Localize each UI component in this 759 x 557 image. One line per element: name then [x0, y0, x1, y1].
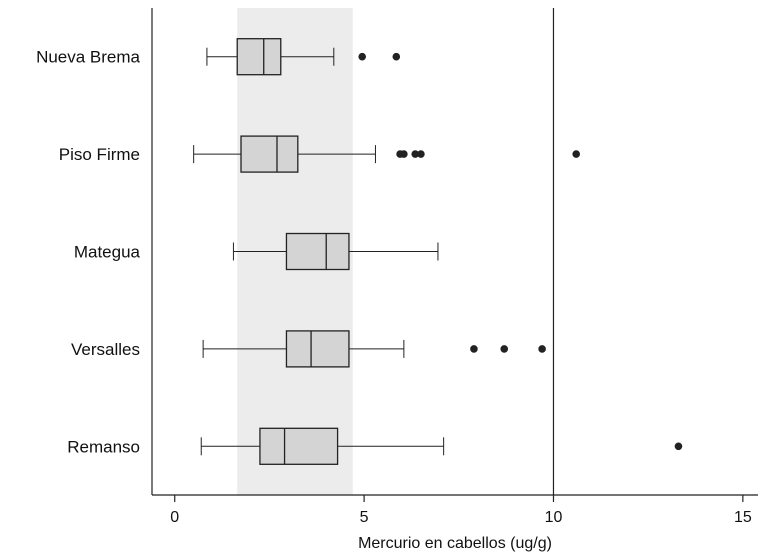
outlier-point: [400, 150, 408, 158]
outlier-point: [358, 52, 367, 61]
outlier-point: [674, 442, 683, 451]
outlier-point: [417, 150, 425, 158]
x-tick-label: 0: [170, 509, 179, 526]
iqr-box: [285, 232, 350, 271]
boxes-layer: [193, 38, 683, 465]
category-label: Nueva Brema: [36, 48, 140, 67]
outlier-point: [392, 52, 401, 61]
x-tick-label: 5: [360, 509, 369, 526]
category-label: Mategua: [74, 243, 141, 262]
iqr-box: [240, 135, 299, 173]
x-tick-label: 15: [734, 509, 752, 526]
x-tick-label: 10: [545, 509, 563, 526]
iqr-box: [285, 330, 350, 368]
x-ticks: 0 5 10 15: [170, 495, 752, 526]
box-group: [206, 38, 401, 76]
outlier-point: [500, 345, 509, 353]
category-label: Remanso: [67, 437, 140, 456]
box-group: [232, 232, 439, 271]
outlier-point: [572, 150, 581, 158]
box-group: [202, 330, 546, 368]
x-axis-label: Mercurio en cabellos (ug/g): [358, 535, 552, 552]
box-group: [193, 135, 581, 173]
category-labels: Nueva Brema Piso Firme Mategua Versalles Rem…: [36, 48, 140, 457]
outlier-point: [538, 345, 546, 353]
category-label: Versalles: [71, 340, 140, 359]
iqr-box: [236, 38, 282, 76]
iqr-box: [259, 427, 339, 465]
box-group: [200, 427, 683, 465]
outlier-point: [470, 345, 478, 353]
axes-layer: [151, 8, 758, 496]
category-label: Piso Firme: [59, 145, 140, 164]
